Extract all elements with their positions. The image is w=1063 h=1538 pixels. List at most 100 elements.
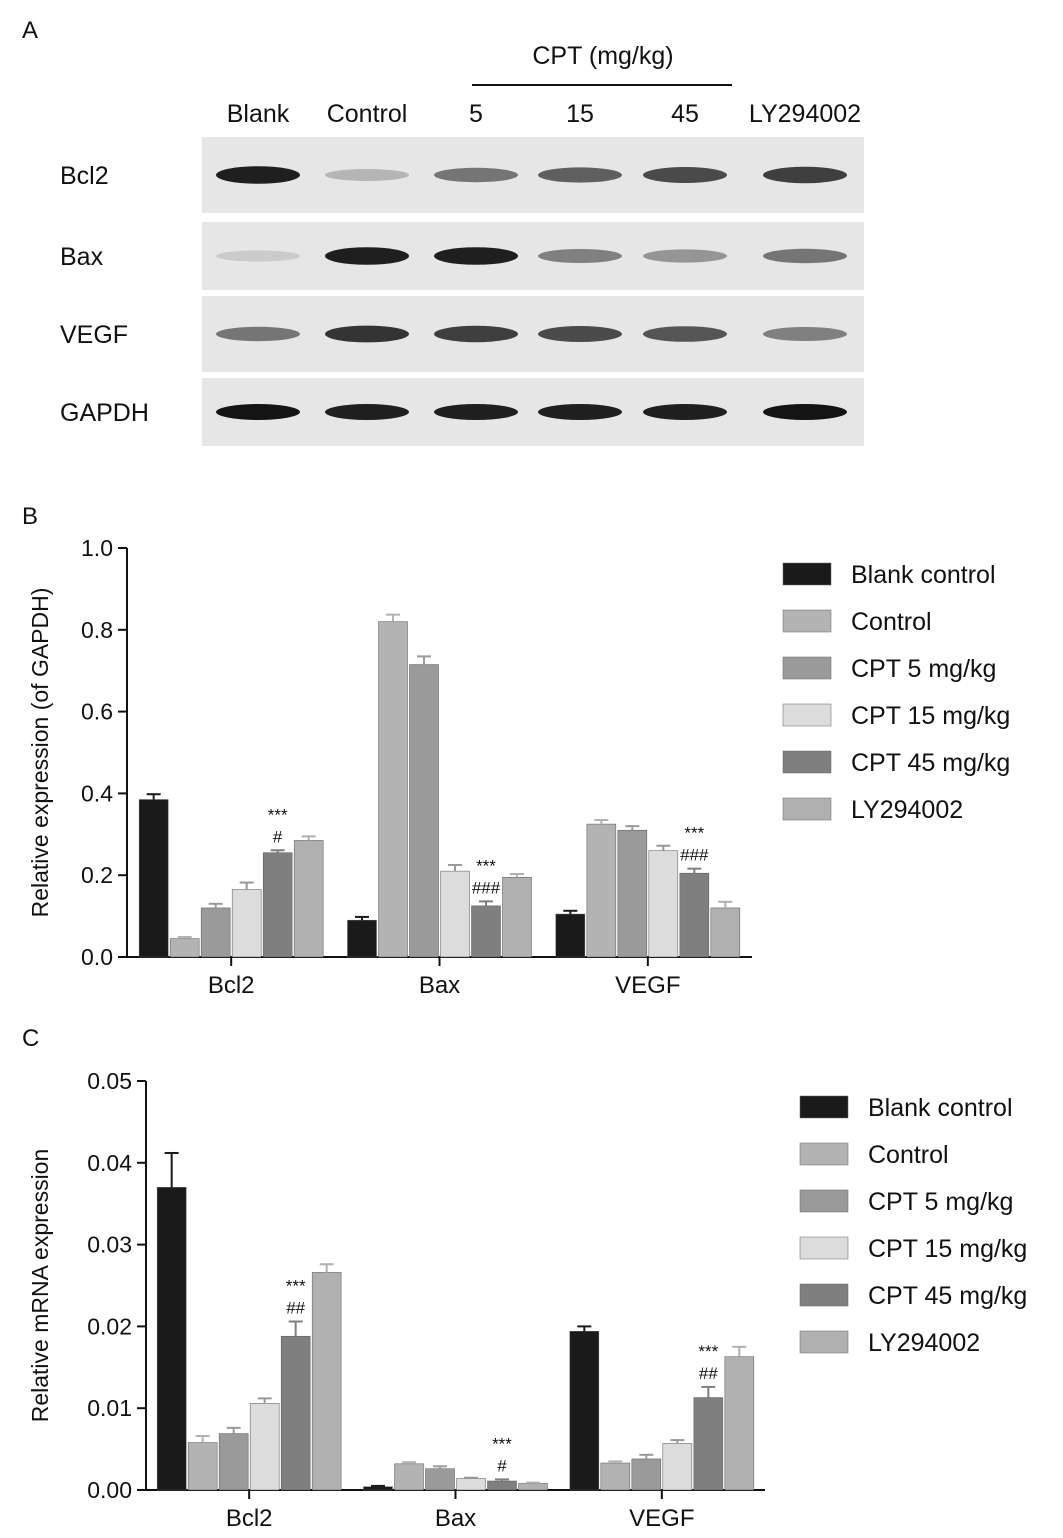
bar-cpt-45-mg-kg-bcl2 xyxy=(280,1335,311,1491)
legend-label: Control xyxy=(868,1141,949,1169)
blot-band-bax-2 xyxy=(434,247,518,265)
bar-control-bax xyxy=(378,621,408,958)
y-tick-label: 0.8 xyxy=(81,617,113,643)
y-tick-label: 0.0 xyxy=(81,944,113,970)
bar-cpt-15-mg-kg-vegf xyxy=(662,1443,693,1491)
significance-annotation: ### xyxy=(472,878,501,897)
legend-swatch xyxy=(782,703,832,727)
panel-b-letter: B xyxy=(22,503,38,530)
bar-cpt-5-mg-kg-bcl2 xyxy=(218,1433,249,1491)
legend-swatch xyxy=(799,1283,849,1307)
legend-label: LY294002 xyxy=(868,1329,980,1357)
bar-cpt-5-mg-kg-bcl2 xyxy=(200,907,231,958)
significance-annotation: *** xyxy=(476,856,496,875)
bar-cpt-5-mg-kg-bax xyxy=(425,1468,455,1491)
blot-strip-vegf xyxy=(202,296,864,372)
legend-label: CPT 45 mg/kg xyxy=(868,1282,1027,1310)
y-tick-label: 1.0 xyxy=(81,535,113,561)
legend-swatch xyxy=(799,1189,849,1213)
legend-label: CPT 5 mg/kg xyxy=(868,1188,1013,1216)
bar-blank-control-vegf xyxy=(555,913,586,958)
y-tick-label: 0.05 xyxy=(87,1068,132,1094)
legend-swatch xyxy=(799,1330,849,1354)
blot-strip-gapdh xyxy=(202,378,864,446)
x-tick-label: VEGF xyxy=(629,1505,694,1532)
bar-ly294002-bcl2 xyxy=(293,840,324,958)
blot-band-gapdh-0 xyxy=(216,404,300,420)
bar-cpt-45-mg-kg-bcl2 xyxy=(262,852,293,958)
bar-cpt-15-mg-kg-bcl2 xyxy=(249,1403,280,1491)
legend-label: CPT 45 mg/kg xyxy=(851,749,1010,777)
bar-cpt-15-mg-kg-bax xyxy=(456,1478,486,1491)
y-tick-label: 0.02 xyxy=(87,1313,132,1339)
bar-ly294002-vegf xyxy=(724,1356,755,1491)
y-tick-label: 0.2 xyxy=(81,862,113,888)
blot-band-vegf-2 xyxy=(434,325,518,343)
chart-b: 0.0 0.2 0.4 0.6 0.8 1.0 Relative expression (o… xyxy=(27,535,1010,999)
blot-band-bcl2-2 xyxy=(434,167,518,183)
significance-annotation: *** xyxy=(268,805,288,824)
bar-cpt-45-mg-kg-vegf xyxy=(693,1397,724,1491)
bar-blank-control-bax xyxy=(363,1486,393,1491)
legend-label: Blank control xyxy=(851,561,996,589)
bar-ly294002-vegf xyxy=(710,907,741,958)
blot-band-bcl2-4 xyxy=(643,167,727,183)
bar-cpt-45-mg-kg-bax xyxy=(471,905,501,958)
legend-swatch xyxy=(799,1142,849,1166)
legend-label: CPT 15 mg/kg xyxy=(868,1235,1027,1263)
y-tick-label: 0.6 xyxy=(81,699,113,725)
blot-band-bax-4 xyxy=(643,249,727,263)
blot-band-bax-5 xyxy=(763,248,847,264)
lane-label-3: 15 xyxy=(566,100,594,128)
blot-band-gapdh-2 xyxy=(434,404,518,420)
lane-label-0: Blank xyxy=(227,100,290,128)
y-tick-label: 0.4 xyxy=(81,780,113,806)
bar-control-vegf xyxy=(600,1462,631,1491)
significance-annotation: *** xyxy=(286,1276,306,1295)
significance-annotation: # xyxy=(273,827,283,846)
bar-control-bcl2 xyxy=(187,1442,218,1491)
bar-ly294002-bax xyxy=(518,1483,548,1491)
blot-band-bcl2-1 xyxy=(325,169,409,181)
y-axis-label: Relative mRNA expression xyxy=(27,1149,53,1423)
x-tick-label: Bcl2 xyxy=(208,972,255,999)
significance-annotation: # xyxy=(497,1456,507,1475)
significance-annotation: ### xyxy=(680,846,709,865)
bar-cpt-15-mg-kg-vegf xyxy=(648,850,679,958)
blot-band-vegf-5 xyxy=(763,327,847,341)
bar-blank-control-bcl2 xyxy=(156,1187,187,1491)
legend-swatch xyxy=(782,562,832,586)
bar-control-bax xyxy=(394,1463,424,1491)
blot-row-label-gapdh: GAPDH xyxy=(60,399,149,427)
legend-swatch xyxy=(799,1095,849,1119)
panel-c-letter: C xyxy=(22,1025,39,1052)
significance-annotation: *** xyxy=(684,824,704,843)
significance-annotation: *** xyxy=(492,1434,512,1453)
y-tick-label: 0.03 xyxy=(87,1232,132,1258)
x-tick-label: Bax xyxy=(419,972,460,999)
y-tick-label: 0.01 xyxy=(87,1395,132,1421)
legend-swatch xyxy=(782,750,832,774)
blot-band-vegf-0 xyxy=(216,326,300,342)
bar-ly294002-bax xyxy=(502,876,532,958)
x-tick-label: VEGF xyxy=(615,972,680,999)
bar-ly294002-bcl2 xyxy=(311,1272,342,1491)
significance-annotation: ## xyxy=(699,1364,718,1383)
bar-cpt-5-mg-kg-bax xyxy=(409,664,439,958)
blot-band-vegf-1 xyxy=(325,325,409,343)
blot-band-bcl2-3 xyxy=(538,167,622,183)
legend-swatch xyxy=(782,656,832,680)
bar-control-vegf xyxy=(586,823,617,958)
legend-label: Control xyxy=(851,608,932,636)
legend-swatch xyxy=(782,609,832,633)
legend-label: CPT 5 mg/kg xyxy=(851,655,996,683)
lane-label-1: Control xyxy=(327,100,408,128)
y-tick-label: 0.00 xyxy=(87,1477,132,1503)
blot-band-gapdh-3 xyxy=(538,404,622,420)
blot-band-gapdh-5 xyxy=(763,404,847,420)
lane-label-2: 5 xyxy=(469,100,483,128)
x-tick-label: Bax xyxy=(435,1505,476,1532)
panel-a-letter: A xyxy=(22,17,38,44)
bar-cpt-5-mg-kg-vegf xyxy=(631,1458,662,1491)
